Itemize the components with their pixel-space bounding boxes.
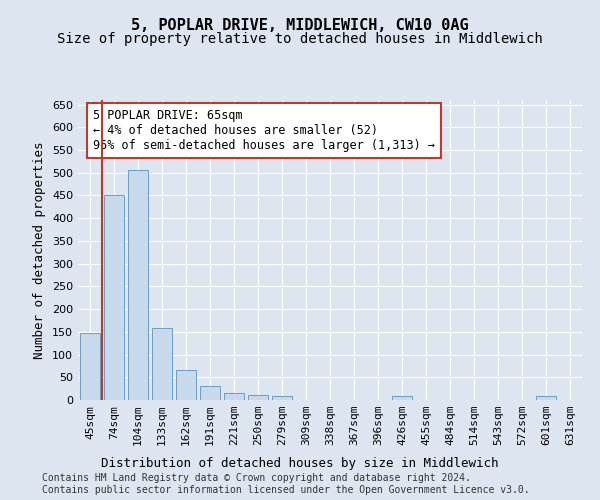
Bar	[272, 396, 292, 400]
Text: Contains HM Land Registry data © Crown copyright and database right 2024.
Contai: Contains HM Land Registry data © Crown c…	[42, 474, 530, 495]
Bar	[176, 370, 196, 400]
Bar	[80, 332, 100, 400]
Bar	[128, 170, 148, 400]
Bar	[536, 396, 556, 400]
Bar	[152, 328, 172, 400]
Text: Distribution of detached houses by size in Middlewich: Distribution of detached houses by size …	[101, 458, 499, 470]
Text: 5 POPLAR DRIVE: 65sqm
← 4% of detached houses are smaller (52)
96% of semi-detac: 5 POPLAR DRIVE: 65sqm ← 4% of detached h…	[93, 109, 435, 152]
Text: 5, POPLAR DRIVE, MIDDLEWICH, CW10 0AG: 5, POPLAR DRIVE, MIDDLEWICH, CW10 0AG	[131, 18, 469, 32]
Text: Size of property relative to detached houses in Middlewich: Size of property relative to detached ho…	[57, 32, 543, 46]
Bar	[392, 396, 412, 400]
Y-axis label: Number of detached properties: Number of detached properties	[34, 141, 46, 359]
Bar	[248, 396, 268, 400]
Bar	[224, 393, 244, 400]
Bar	[200, 386, 220, 400]
Bar	[104, 196, 124, 400]
